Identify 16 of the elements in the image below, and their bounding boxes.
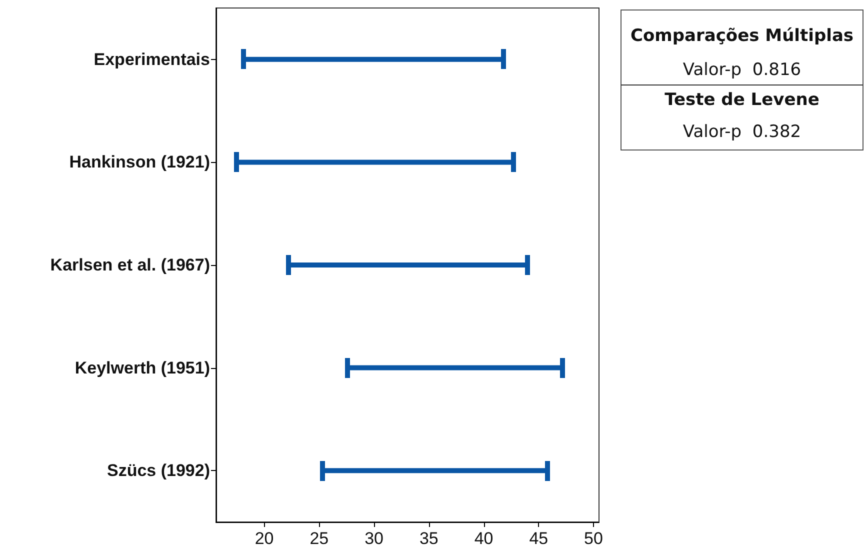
text: Valor-p 0.382 — [682, 122, 802, 142]
text: Comparações Múltiplas — [630, 26, 854, 46]
text: Teste de Levene — [664, 90, 820, 110]
y-tick-label: Hankinson (1921) — [69, 152, 210, 172]
text: Valor-p 0.816 — [682, 60, 802, 80]
x-tick-label: 30 — [364, 529, 384, 548]
x-tick-label: 20 — [254, 529, 274, 548]
x-tick-label: 40 — [474, 529, 494, 548]
x-tick-label: 50 — [584, 529, 603, 548]
y-tick-label: Keylwerth (1951) — [74, 358, 210, 378]
y-tick-label: Experimentais — [94, 50, 210, 69]
x-tick-label: 25 — [310, 529, 329, 548]
y-tick-label: Karlsen et al. (1967) — [50, 256, 210, 274]
x-tick-label: 35 — [419, 529, 438, 548]
y-tick-label: Szücs (1992) — [107, 461, 210, 480]
x-tick-label: 45 — [529, 529, 548, 548]
